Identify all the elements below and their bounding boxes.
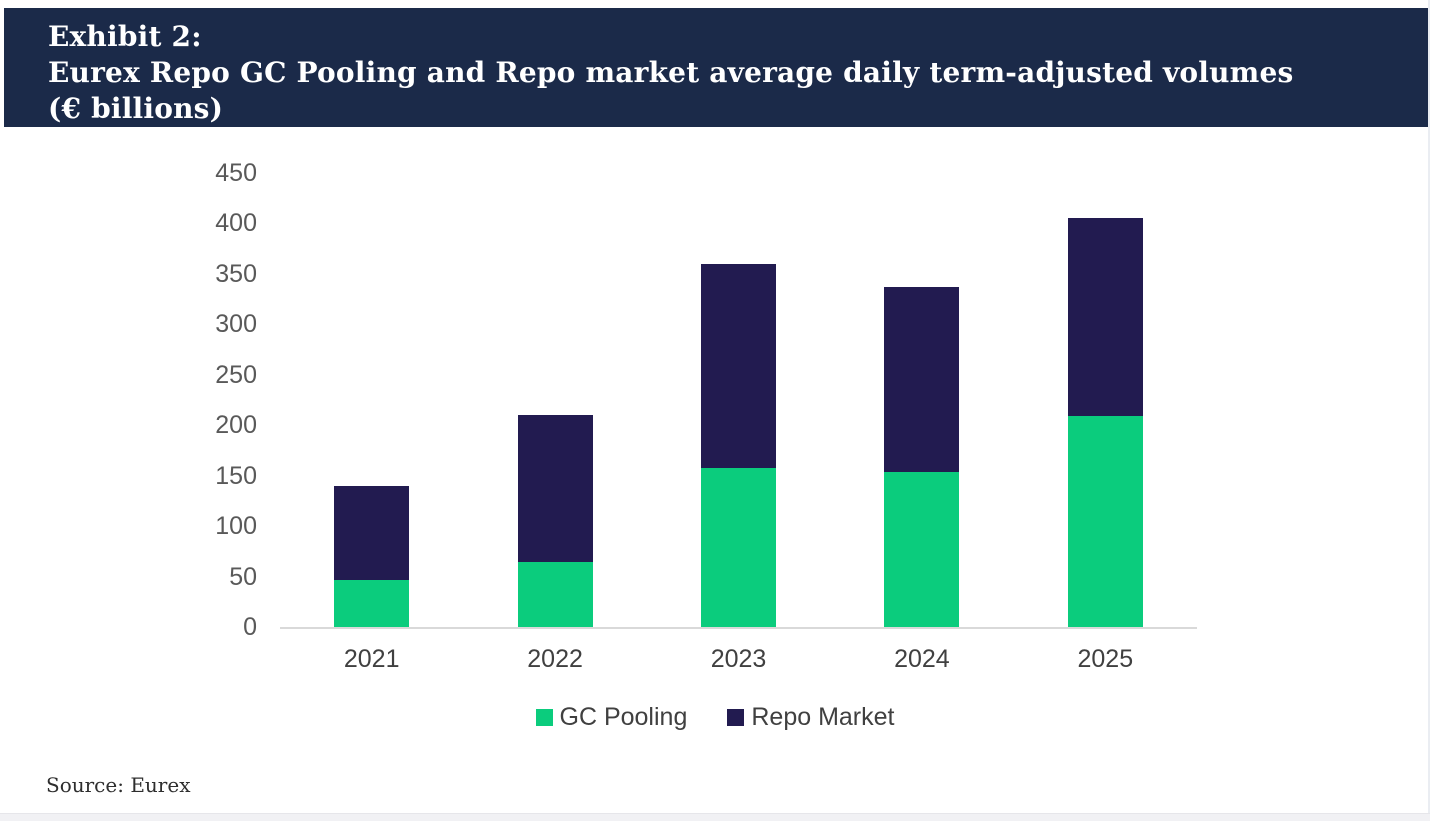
bar-segment-gc-pooling [334,579,410,627]
exhibit-number: Exhibit 2: [48,20,202,53]
x-axis-line [280,627,1197,629]
x-tick-label: 2023 [710,645,767,673]
x-tick-label: 2025 [1077,645,1134,673]
bottom-strip [0,813,1430,821]
legend-swatch [727,709,745,726]
source-note: Source: Eurex [46,773,191,797]
y-tick-label: 250 [215,360,257,389]
chart-title: Eurex Repo GC Pooling and Repo market av… [48,56,1294,89]
y-tick-label: 50 [229,562,257,591]
bar-segment-repo-market [334,485,410,580]
bar-segment-repo-market [701,263,776,468]
bar-segment-gc-pooling [701,467,776,627]
y-tick-label: 350 [215,259,257,288]
bar-segment-gc-pooling [884,471,960,627]
bar-segment-repo-market [884,287,960,472]
y-tick-label: 400 [215,209,257,238]
y-tick-label: 0 [243,613,257,641]
exhibit-header: Exhibit 2: Eurex Repo GC Pooling and Rep… [4,8,1430,127]
window-edge [1428,0,1430,821]
y-tick-label: 150 [215,461,257,490]
x-tick-label: 2021 [343,645,400,673]
legend-item: GC Pooling [535,703,688,732]
chart-title-units: (€ billions) [48,92,224,125]
legend-swatch [535,709,553,726]
bar-segment-repo-market [517,415,593,563]
legend-item: Repo Market [727,703,894,732]
y-tick-label: 100 [215,512,257,541]
y-tick-label: 450 [215,159,257,187]
legend-label: GC Pooling [559,703,688,731]
chart-legend: GC Pooling Repo Market [0,703,1430,732]
x-tick-label: 2022 [527,645,583,673]
bar-segment-gc-pooling [517,562,593,627]
bar-segment-repo-market [1067,218,1143,417]
bar-segment-gc-pooling [1067,416,1143,627]
legend-label: Repo Market [751,703,895,731]
y-tick-label: 300 [215,310,257,339]
x-tick-label: 2024 [894,645,950,673]
y-tick-label: 200 [215,411,257,440]
